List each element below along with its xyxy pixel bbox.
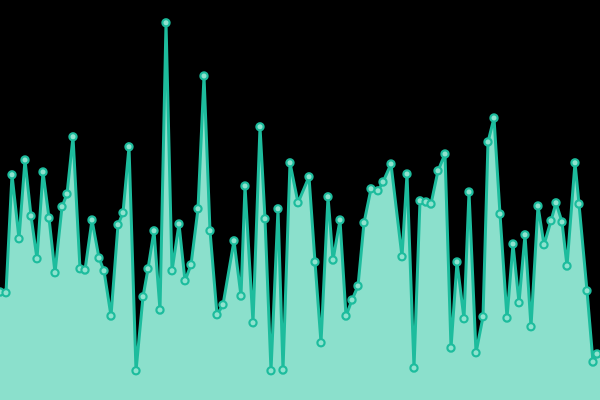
data-point-marker: [236, 291, 246, 301]
data-point-marker: [260, 214, 270, 224]
data-point-marker: [14, 234, 24, 244]
data-point-marker: [20, 155, 30, 165]
data-point-marker: [138, 292, 148, 302]
data-point-marker: [328, 255, 338, 265]
data-point-marker: [186, 260, 196, 270]
data-point-marker: [551, 198, 561, 208]
data-point-marker: [167, 266, 177, 276]
data-point-marker: [489, 113, 499, 123]
data-point-marker: [588, 357, 598, 367]
data-point-marker: [592, 349, 600, 359]
data-point-marker: [440, 149, 450, 159]
data-point-marker: [471, 348, 481, 358]
data-point-marker: [113, 220, 123, 230]
data-point-marker: [353, 281, 363, 291]
data-point-marker: [174, 219, 184, 229]
data-point-marker: [574, 199, 584, 209]
data-point-marker: [273, 204, 283, 214]
data-point-marker: [155, 305, 165, 315]
data-point-marker: [433, 166, 443, 176]
data-point-marker: [452, 257, 462, 267]
data-point-marker: [94, 253, 104, 263]
data-point-marker: [293, 198, 303, 208]
data-point-marker: [199, 71, 209, 81]
data-point-marker: [386, 159, 396, 169]
data-point-marker: [539, 240, 549, 250]
data-point-marker: [180, 276, 190, 286]
data-point-marker: [397, 252, 407, 262]
data-point-marker: [68, 132, 78, 142]
data-point-marker: [526, 322, 536, 332]
data-point-marker: [248, 318, 258, 328]
data-point-marker: [582, 286, 592, 296]
data-point-marker: [570, 158, 580, 168]
data-point-marker: [229, 236, 239, 246]
data-point-marker: [310, 257, 320, 267]
data-point-marker: [502, 313, 512, 323]
data-point-marker: [124, 142, 134, 152]
data-point-marker: [464, 187, 474, 197]
data-point-marker: [335, 215, 345, 225]
data-point-marker: [50, 268, 60, 278]
data-point-marker: [99, 266, 109, 276]
data-point-marker: [495, 209, 505, 219]
data-point-marker: [316, 338, 326, 348]
data-point-marker: [149, 226, 159, 236]
data-point-marker: [80, 265, 90, 275]
data-point-marker: [106, 311, 116, 321]
data-point-marker: [323, 192, 333, 202]
data-point-marker: [38, 167, 48, 177]
data-point-marker: [341, 311, 351, 321]
data-point-marker: [459, 314, 469, 324]
data-point-marker: [373, 186, 383, 196]
data-point-marker: [193, 204, 203, 214]
data-point-marker: [57, 202, 67, 212]
data-point-marker: [255, 122, 265, 132]
data-point-marker: [478, 312, 488, 322]
data-point-marker: [161, 18, 171, 28]
data-point-marker: [62, 189, 72, 199]
data-point-marker: [520, 230, 530, 240]
data-point-marker: [131, 366, 141, 376]
data-point-marker: [378, 177, 388, 187]
data-point-marker: [409, 363, 419, 373]
data-point-marker: [278, 365, 288, 375]
data-point-marker: [359, 218, 369, 228]
area-fill-path: [0, 22, 600, 400]
line-path: [0, 21, 600, 373]
data-point-marker: [143, 264, 153, 274]
data-point-marker: [426, 199, 436, 209]
data-point-marker: [266, 366, 276, 376]
data-point-marker: [87, 215, 97, 225]
data-point-marker: [118, 208, 128, 218]
data-point-marker: [347, 295, 357, 305]
data-point-marker: [446, 343, 456, 353]
data-point-marker: [508, 239, 518, 249]
data-point-marker: [402, 169, 412, 179]
data-point-marker: [7, 170, 17, 180]
data-point-marker: [1, 288, 11, 298]
data-point-marker: [212, 310, 222, 320]
data-point-marker: [285, 158, 295, 168]
data-point-marker: [218, 300, 228, 310]
data-point-marker: [514, 298, 524, 308]
data-point-marker: [26, 211, 36, 221]
data-point-marker: [44, 213, 54, 223]
data-point-marker: [205, 226, 215, 236]
data-point-marker: [240, 181, 250, 191]
data-point-marker: [32, 254, 42, 264]
data-point-marker: [533, 201, 543, 211]
data-point-marker: [562, 261, 572, 271]
data-point-marker: [304, 172, 314, 182]
data-point-marker: [483, 137, 493, 147]
data-point-marker: [546, 216, 556, 226]
data-point-marker: [557, 217, 567, 227]
